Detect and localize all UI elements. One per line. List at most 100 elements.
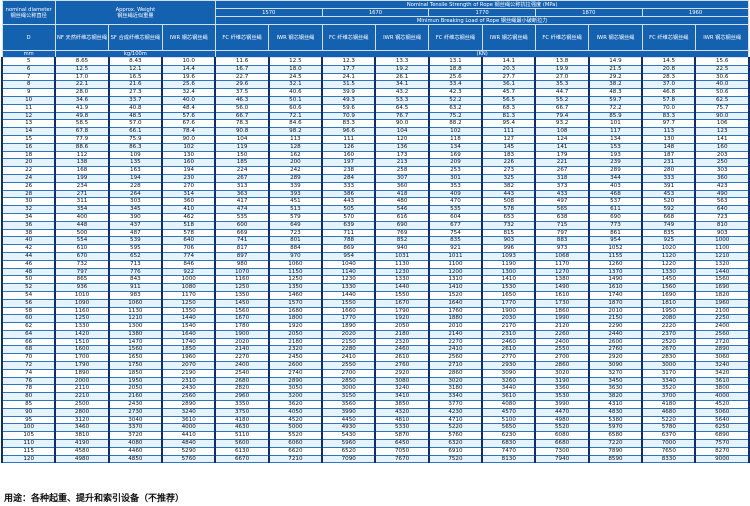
value-cell: 769: [374, 229, 430, 238]
value-cell: 1770: [321, 314, 377, 324]
value-cell: 6060: [267, 439, 324, 448]
value-cell: 1220: [641, 260, 697, 269]
value-cell: 84.6: [267, 119, 324, 129]
value-cell: 224: [214, 166, 270, 175]
value-cell: 3120: [54, 416, 110, 425]
value-cell: 4470: [534, 408, 590, 417]
value-cell: 98.2: [267, 127, 324, 136]
value-cell: 19.2: [374, 65, 430, 74]
value-cell: 741: [214, 236, 270, 246]
col-d: D: [1, 24, 56, 51]
value-cell: 273: [481, 166, 537, 175]
value-cell: 72.2: [587, 104, 644, 113]
value-cell: 732: [54, 260, 110, 269]
value-cell: 7570: [694, 439, 750, 448]
table-row: 105 3810 3720 4410 5110 5520 5430 5870 5760 6230 6…: [0, 431, 750, 441]
value-cell: 70.9: [321, 112, 377, 121]
value-cell: 141: [534, 143, 590, 152]
value-cell: 85.9: [587, 112, 644, 121]
value-cell: 1900: [481, 307, 537, 316]
value-cell: 2160: [107, 392, 164, 402]
value-cell: 33.7: [107, 96, 164, 105]
value-cell: 600: [214, 221, 270, 230]
value-cell: 788: [321, 236, 377, 246]
value-cell: 1210: [107, 314, 164, 324]
value-cell: 2700: [534, 353, 590, 363]
value-cell: 1560: [107, 345, 164, 355]
diameter-cell: 34: [0, 213, 57, 222]
value-cell: 1670: [214, 314, 270, 324]
value-cell: 835: [427, 236, 484, 246]
value-cell: 554: [54, 236, 110, 246]
value-cell: 980: [214, 260, 270, 269]
value-cell: 1450: [214, 299, 270, 308]
value-cell: 903: [481, 236, 537, 246]
value-cell: 1440: [694, 268, 750, 277]
value-cell: 649: [267, 221, 324, 230]
value-cell: 3180: [427, 384, 484, 394]
diameter-cell: 40: [0, 236, 57, 246]
value-cell: 183: [481, 151, 537, 160]
value-cell: 38.2: [587, 80, 644, 90]
value-cell: 1550: [374, 291, 430, 300]
value-cell: 4410: [161, 431, 217, 441]
value-cell: 595: [107, 244, 164, 253]
grade-1670: 1670: [321, 8, 430, 17]
value-cell: 616: [374, 213, 430, 222]
value-cell: 2760: [587, 345, 644, 355]
value-cell: 1210: [694, 252, 750, 261]
value-cell: 2720: [694, 338, 750, 347]
value-cell: 56.0: [214, 104, 270, 113]
value-cell: 973: [534, 244, 590, 253]
value-cell: 5110: [214, 431, 270, 441]
value-cell: 126: [321, 143, 377, 152]
col-iwr-weight: IWR 钢芯钢丝绳: [161, 24, 216, 51]
value-cell: 18.0: [267, 65, 324, 74]
value-cell: 2320: [267, 345, 324, 355]
value-cell: 3260: [481, 377, 537, 386]
value-cell: 2180: [374, 330, 430, 339]
value-cell: 28.0: [54, 88, 110, 97]
value-cell: 1950: [107, 377, 164, 386]
value-cell: 1460: [267, 291, 324, 300]
diameter-cell: 56: [0, 299, 57, 308]
value-cell: 7220: [587, 439, 644, 448]
value-cell: 774: [161, 252, 217, 261]
value-cell: 1250: [54, 314, 110, 324]
value-cell: 2070: [161, 361, 217, 370]
value-cell: 48.3: [587, 88, 644, 97]
value-cell: 2020: [214, 338, 270, 347]
value-cell: 817: [214, 244, 270, 253]
value-cell: 2730: [107, 408, 164, 417]
value-cell: 865: [54, 275, 110, 285]
value-cell: 2890: [694, 345, 750, 355]
value-cell: 773: [587, 221, 644, 230]
value-cell: 490: [694, 190, 750, 199]
value-cell: 6130: [214, 447, 270, 456]
value-cell: 169: [427, 151, 484, 160]
value-cell: 134: [427, 143, 484, 152]
value-cell: 130: [161, 151, 217, 160]
value-cell: 1093: [481, 252, 537, 261]
diameter-cell: 15: [0, 135, 57, 144]
value-cell: 954: [321, 252, 377, 261]
table-row: 72 1790 1750 2070 2400 2600 2550 2760 2710 2930 28…: [0, 361, 750, 370]
value-cell: 1560: [694, 275, 750, 285]
diameter-cell: 66: [0, 338, 57, 347]
diameter-cell: 10: [0, 96, 57, 105]
grade-1770: 1770: [428, 8, 536, 17]
value-cell: 1530: [481, 283, 537, 292]
value-cell: 2220: [641, 322, 697, 331]
value-cell: 1060: [107, 299, 164, 308]
value-cell: 2270: [214, 353, 270, 363]
value-cell: 42.3: [427, 88, 484, 97]
value-cell: 3560: [321, 400, 377, 409]
value-cell: 1020: [641, 244, 697, 253]
col-fc: FC 纤维芯钢丝绳: [641, 24, 696, 51]
table-row: 78 2110 2050 2430 2820 3050 3000 3240 3180 3440 33…: [0, 384, 750, 394]
value-cell: 301: [427, 174, 484, 183]
value-cell: 2670: [641, 345, 697, 355]
value-cell: 57.6: [161, 112, 217, 121]
value-cell: 313: [214, 182, 270, 191]
value-cell: 303: [694, 166, 750, 175]
